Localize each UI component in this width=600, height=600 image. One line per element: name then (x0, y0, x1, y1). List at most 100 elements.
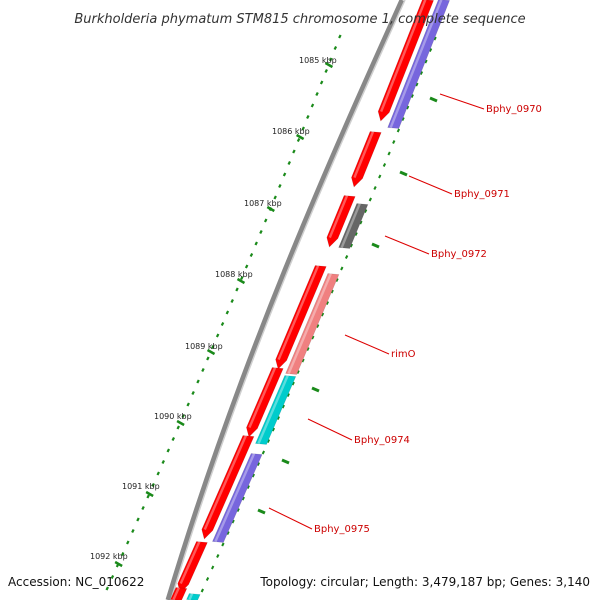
feature-ring-tick (281, 404, 285, 409)
cds-next-shine (179, 541, 201, 584)
feature-ring-tick-major (281, 458, 290, 465)
cog-rimo-shine (287, 273, 332, 374)
cog-bphy-0975-shine (214, 453, 256, 542)
ruler-minor-tick (215, 333, 220, 338)
ruler-minor-tick (225, 310, 230, 315)
feature-ring-tick (251, 473, 255, 478)
feature-ring-tick (266, 439, 271, 443)
callout-line (408, 175, 453, 195)
cds-rimo (275, 265, 327, 370)
callout-line (307, 418, 353, 441)
ruler-minor-tick (287, 161, 291, 165)
feature-ring-tick (396, 128, 401, 133)
feature-ring-tick (291, 381, 295, 386)
ruler-minor-tick (201, 368, 205, 372)
feature-ring-tick (241, 496, 245, 501)
ruler-label-1090: 1090 kbp (154, 412, 192, 421)
feature-ring-tick (330, 289, 334, 294)
cds-bphy-0975 (201, 435, 255, 540)
cds-next-2 (170, 587, 188, 600)
feature-ring-tick (221, 542, 225, 547)
cog-bphy-0972 (338, 203, 369, 249)
ruler-minor-tick (171, 437, 175, 441)
feature-ring-tick (226, 531, 230, 535)
feature-ring-tick (200, 588, 204, 593)
callout-line (344, 334, 390, 355)
cog-bphy-0972-shine (340, 203, 361, 248)
cog-bphy-0974 (255, 375, 297, 445)
accession-text: Accession: NC_010622 (8, 575, 144, 589)
feature-ring-tick-major (257, 508, 266, 515)
cds-bphy-0975-shine (203, 435, 248, 530)
map-title: Burkholderia phymatum STM815 chromosome … (74, 12, 525, 27)
feature-ring-tick-major (371, 242, 380, 249)
ruler-minor-tick (310, 103, 315, 108)
ruler-minor-tick (329, 57, 333, 62)
genome-stats-text: Topology: circular; Length: 3,479,187 bp… (259, 575, 590, 589)
ruler-major-tick (176, 419, 185, 427)
ruler-minor-tick (296, 138, 301, 142)
gene-label-bphy-0974[interactable]: Bphy_0974 (354, 435, 410, 446)
ruler-label-1086: 1086 kbp (272, 127, 310, 136)
callout-line (268, 507, 313, 530)
gene-callouts (268, 93, 485, 530)
ruler-minor-tick (324, 69, 328, 73)
ruler-minor-tick (146, 494, 150, 499)
ruler-major-tick (324, 61, 334, 69)
gene-label-bphy-0975[interactable]: Bphy_0975 (314, 524, 370, 535)
ruler-minor-tick (110, 575, 115, 579)
ruler-minor-tick (156, 471, 160, 476)
ruler-label-1091: 1091 kbp (122, 482, 160, 491)
feature-ring-tick (236, 508, 240, 512)
feature-ring-tick (354, 232, 358, 236)
feature-ring-tick (340, 266, 344, 271)
gene-features (170, 0, 451, 600)
ruler-minor-tick (319, 80, 324, 85)
feature-ring-tick (325, 301, 330, 305)
gene-label-rimo[interactable]: rimO (391, 349, 416, 360)
ruler-major-ticks (114, 61, 334, 568)
ruler-minor-tick (301, 126, 305, 131)
ruler-major-tick (206, 348, 216, 356)
ruler-minor-tick (263, 218, 268, 223)
ruler-minor-tick (220, 322, 225, 326)
gene-label-bphy-0972[interactable]: Bphy_0972 (431, 249, 487, 260)
ruler-minor-tick (120, 552, 125, 556)
feature-ring-tick (205, 577, 210, 581)
feature-ring-tick (301, 358, 305, 363)
gene-label-bphy-0970[interactable]: Bphy_0970 (486, 104, 542, 115)
feature-ring-tick (428, 48, 433, 52)
ruler-minor-tick (282, 172, 287, 177)
cog-bphy-0970-shine (389, 0, 443, 128)
cds-bphy-0974-shine (248, 367, 277, 428)
feature-ring-tick (363, 209, 368, 213)
ruler-minor-tick (151, 483, 155, 487)
ruler-minor-tick (196, 379, 200, 384)
ruler-minor-tick (181, 414, 185, 418)
ruler-minor-tick (166, 448, 170, 453)
feature-ring-tick (378, 174, 382, 179)
feature-ring-tick (433, 36, 437, 41)
cds-bphy-0970-shine (380, 0, 427, 112)
feature-ring-tick (406, 105, 410, 110)
feature-ring-tick (216, 554, 220, 558)
feature-ring-tick (344, 255, 349, 259)
ruler-minor-tick (315, 92, 319, 96)
cog-bphy-0975 (212, 453, 263, 543)
feature-ring-tick (419, 71, 424, 75)
feature-ring-tick (286, 393, 290, 397)
ruler-minor-tick (259, 230, 263, 234)
ruler-major-tick (145, 490, 154, 498)
gene-label-bphy-0971[interactable]: Bphy_0971 (454, 189, 510, 200)
feature-ring-tick (359, 220, 363, 225)
callout-line (384, 235, 430, 255)
feature-ring-tick (276, 416, 280, 420)
feature-ring-tick (316, 324, 320, 328)
cds-rimo-shine (277, 265, 320, 360)
ruler-minor-tick (230, 299, 234, 303)
feature-ring-tick (424, 59, 428, 64)
ruler-minor-tick (333, 46, 338, 50)
ruler-minor-tick (249, 253, 254, 257)
cds-bphy-0970 (377, 0, 435, 122)
